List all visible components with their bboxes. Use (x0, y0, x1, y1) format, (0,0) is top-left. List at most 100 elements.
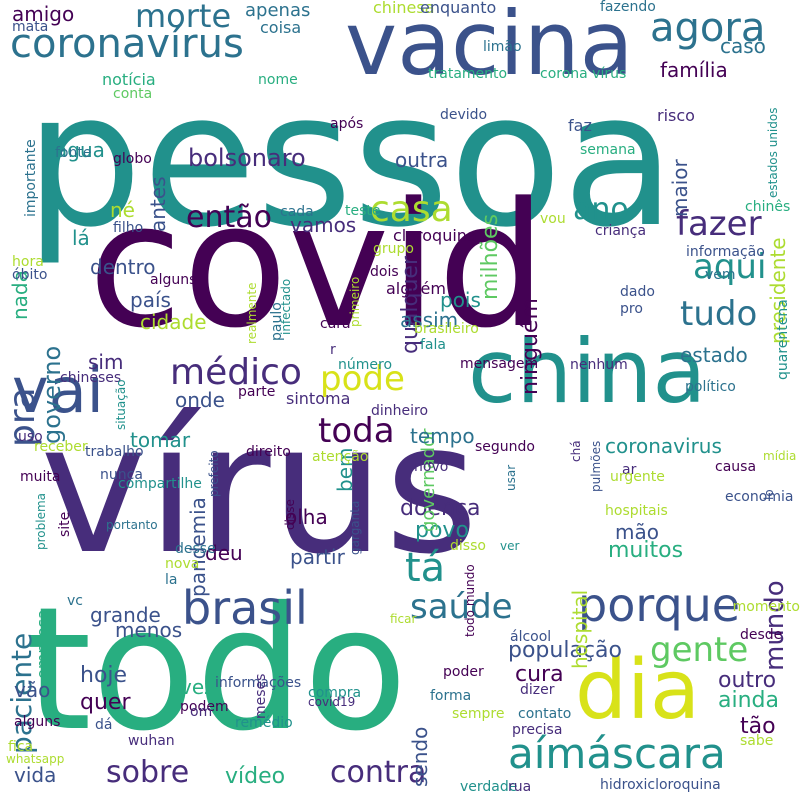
cloud-word: mídia (763, 449, 797, 463)
cloud-word: tomar (130, 428, 191, 452)
cloud-word: população (508, 638, 622, 663)
cloud-word: verdade (460, 779, 518, 795)
cloud-word: hospitais (605, 503, 668, 519)
cloud-word: ar (622, 462, 637, 478)
cloud-word: tá (405, 545, 446, 591)
cloud-word: vacina (345, 0, 634, 95)
cloud-word: estados unidos (766, 107, 780, 199)
cloud-word: governo (38, 345, 66, 445)
cloud-word: nunca (100, 467, 143, 483)
cloud-word: aímáscara (508, 729, 726, 778)
cloud-word: faz (568, 116, 592, 135)
cloud-word: segundo (475, 439, 535, 455)
cloud-word: desse (175, 541, 216, 557)
cloud-word: coisa (260, 18, 302, 37)
cloud-word: direito (246, 444, 291, 460)
cloud-word: hidroxicloroquina (600, 777, 721, 793)
cloud-word: globo (113, 151, 152, 167)
cloud-word: forma (430, 688, 472, 704)
cloud-word: menos (115, 618, 183, 642)
cloud-word: hospital (568, 589, 592, 670)
cloud-word: limão (483, 39, 522, 55)
cloud-word: partir (290, 545, 345, 569)
cloud-word: teste (345, 203, 381, 219)
cloud-word: economia (725, 489, 794, 505)
cloud-word: trabalho (85, 444, 144, 460)
cloud-word: doença (400, 496, 481, 521)
cloud-word: outro (718, 668, 777, 693)
cloud-word: muitos (608, 538, 684, 563)
cloud-word: então (186, 200, 272, 235)
cloud-word: vamos (290, 213, 357, 237)
cloud-word: brasileiro (414, 321, 479, 337)
cloud-word: empresa (33, 609, 52, 680)
cloud-word: corona vírus (540, 66, 627, 82)
cloud-word: mão (615, 520, 659, 544)
cloud-word: pode (320, 359, 405, 399)
cloud-word: disse (283, 499, 297, 531)
cloud-word: toda (318, 411, 395, 451)
cloud-word: aqui (693, 247, 767, 287)
cloud-word: mata (12, 19, 49, 35)
cloud-word: dado (620, 284, 655, 300)
cloud-word: chineses (60, 370, 122, 386)
cloud-word: chinesa (373, 0, 435, 17)
cloud-word: contra (330, 755, 427, 790)
cloud-word: deu (205, 541, 243, 565)
cloud-word: sempre (452, 706, 505, 722)
cloud-word: quer (80, 690, 131, 715)
cloud-word: água (55, 138, 105, 162)
cloud-word: informação (686, 244, 765, 260)
cloud-word: após (330, 116, 364, 132)
cloud-word: número (338, 357, 393, 373)
cloud-word: vai (12, 354, 104, 427)
cloud-word: quarentena (775, 298, 791, 380)
cloud-word: sintoma (286, 389, 351, 408)
cloud-word: cada (280, 204, 314, 220)
cloud-word: outra (395, 148, 449, 172)
cloud-word: vc (67, 593, 83, 609)
cloud-word: vem (705, 267, 736, 283)
cloud-word: causa (715, 459, 757, 475)
cloud-word: criança (595, 223, 647, 239)
cloud-word: rua (508, 779, 532, 795)
cloud-word: paulo (269, 302, 285, 342)
cloud-word: casa (370, 189, 453, 230)
cloud-word: coronavírus (10, 21, 244, 67)
cloud-word: milhões (478, 214, 503, 301)
cloud-word: vida (14, 763, 57, 787)
cloud-word: vão (14, 678, 51, 702)
cloud-word: tratamento (428, 66, 508, 82)
cloud-word: sobre (106, 755, 190, 790)
cloud-word: coronavirus (605, 434, 722, 458)
cloud-word: garganta (348, 500, 362, 555)
cloud-word: disso (450, 538, 486, 554)
cloud-word: semana (580, 142, 636, 158)
cloud-word: hoje (80, 663, 128, 688)
cloud-word: sabe (740, 733, 774, 749)
cloud-word: r (330, 342, 336, 358)
cloud-word: pessoa (25, 52, 676, 268)
cloud-word: situação (114, 378, 128, 430)
cloud-word: onde (175, 388, 225, 412)
cloud-word: cidade (140, 310, 207, 334)
cloud-word: covid19 (308, 695, 356, 709)
cloud-word: grupo (373, 241, 414, 257)
cloud-word: china (468, 320, 707, 423)
cloud-word: la (165, 572, 178, 588)
cloud-word: sim (88, 350, 124, 374)
cloud-word: grande (90, 603, 161, 627)
cloud-word: sendo (408, 726, 432, 787)
cloud-word: problema (34, 492, 48, 550)
cloud-word: receber (34, 439, 88, 455)
cloud-word: ficar (390, 612, 417, 626)
cloud-word: todo mundo (463, 564, 477, 638)
cloud-word: devido (440, 107, 488, 123)
cloud-word: vez (180, 675, 215, 699)
cloud-word: podem (180, 699, 229, 715)
cloud-word: dá (95, 717, 113, 733)
cloud-word: wuhan (128, 733, 175, 749)
cloud-word: prefeito (207, 449, 221, 497)
cloud-word: cara (320, 316, 351, 332)
